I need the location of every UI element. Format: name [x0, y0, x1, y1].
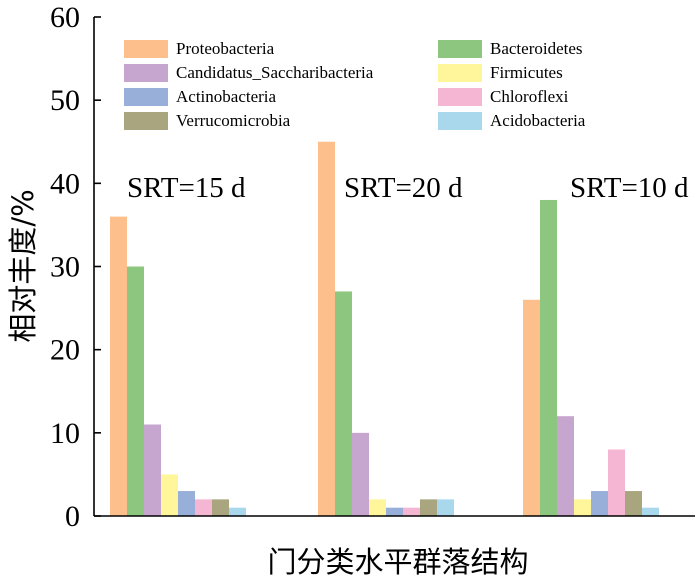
bar-firmicutes-2	[369, 499, 386, 516]
y-tick-label: 50	[50, 84, 80, 117]
y-tick-label: 20	[50, 334, 80, 367]
legend-swatch	[438, 88, 482, 106]
legend-swatch	[438, 64, 482, 82]
bar-chloroflexi-1	[195, 499, 212, 516]
legend-label: Chloroflexi	[490, 87, 569, 106]
bar-candidatus-saccharibacteria-3	[557, 416, 574, 516]
bar-proteobacteria-3	[523, 299, 540, 516]
legend-swatch	[438, 112, 482, 130]
bar-proteobacteria-1	[110, 216, 127, 516]
legend-label: Proteobacteria	[176, 39, 275, 58]
legend-label: Candidatus_Saccharibacteria	[176, 63, 374, 82]
bar-actinobacteria-3	[591, 491, 608, 516]
legend-swatch	[124, 40, 168, 58]
bar-verrucomicrobia-1	[212, 499, 229, 516]
bars-layer	[110, 141, 659, 516]
y-tick-label: 10	[50, 417, 80, 450]
bar-acidobacteria-3	[642, 507, 659, 516]
axes-layer: 0 10 20 30 40 50 60	[50, 1, 695, 533]
bar-verrucomicrobia-3	[625, 491, 642, 516]
legend: Proteobacteria Bacteroidetes Candidatus_Sa…	[124, 39, 586, 130]
bar-firmicutes-1	[161, 474, 178, 516]
y-axis-title: 相对丰度/%	[6, 189, 40, 342]
bar-actinobacteria-1	[178, 491, 195, 516]
legend-label: Verrucomicrobia	[176, 111, 291, 130]
bar-firmicutes-3	[574, 499, 591, 516]
bar-candidatus-saccharibacteria-2	[352, 432, 369, 516]
group-label: SRT=10 d	[570, 172, 689, 204]
y-tick-label: 60	[50, 1, 80, 34]
bar-verrucomicrobia-2	[420, 499, 437, 516]
labels-layer: SRT=15 d SRT=20 d SRT=10 d	[127, 172, 689, 204]
y-tick-label: 0	[65, 500, 80, 533]
x-axis-title: 门分类水平群落结构	[267, 545, 528, 579]
legend-label: Firmicutes	[490, 63, 563, 82]
group-label: SRT=20 d	[344, 172, 463, 204]
legend-swatch	[124, 64, 168, 82]
legend-swatch	[124, 112, 168, 130]
legend-label: Actinobacteria	[176, 87, 277, 106]
bar-actinobacteria-2	[386, 507, 403, 516]
bar-candidatus-saccharibacteria-1	[144, 424, 161, 516]
bar-bacteroidetes-3	[540, 199, 557, 516]
bar-acidobacteria-2	[437, 499, 454, 516]
y-tick-label: 30	[50, 251, 80, 284]
legend-label: Bacteroidetes	[490, 39, 583, 58]
bar-chloroflexi-2	[403, 507, 420, 516]
bar-acidobacteria-1	[229, 507, 246, 516]
bar-proteobacteria-2	[318, 141, 335, 516]
legend-label: Acidobacteria	[490, 111, 586, 130]
bar-bacteroidetes-2	[335, 291, 352, 516]
bar-chloroflexi-3	[608, 449, 625, 516]
legend-swatch	[124, 88, 168, 106]
group-label: SRT=15 d	[127, 172, 246, 204]
bar-bacteroidetes-1	[127, 266, 144, 516]
y-tick-label: 40	[50, 167, 80, 200]
legend-swatch	[438, 40, 482, 58]
